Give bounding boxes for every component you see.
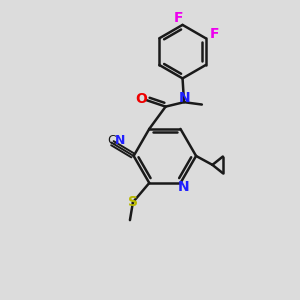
Text: F: F (210, 27, 219, 41)
Text: C: C (108, 134, 116, 147)
Text: S: S (128, 195, 138, 209)
Text: N: N (179, 91, 190, 105)
Text: N: N (115, 134, 125, 147)
Text: O: O (135, 92, 147, 106)
Text: N: N (178, 179, 189, 194)
Text: F: F (174, 11, 184, 26)
